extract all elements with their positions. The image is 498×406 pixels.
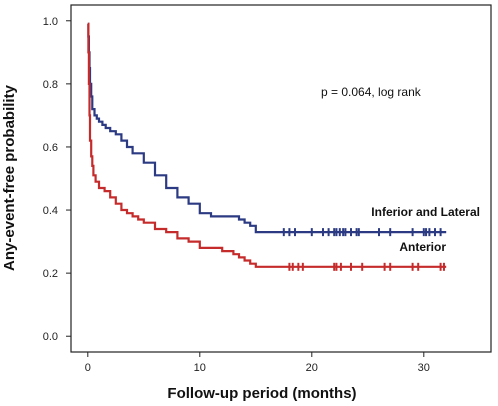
series-layer — [87, 22, 447, 271]
series-label-inferior-lateral: Inferior and Lateral — [371, 205, 480, 219]
x-axis-title: Follow-up period (months) — [167, 385, 356, 402]
x-tick-label: 0 — [85, 362, 91, 374]
y-tick-label: 0.2 — [43, 268, 58, 280]
series-label-anterior: Anterior — [399, 240, 446, 254]
plot-frame — [70, 4, 492, 353]
y-tick-label: 0.6 — [43, 142, 58, 154]
y-tick-label: 0.8 — [43, 79, 58, 91]
y-tick-label: 1.0 — [43, 16, 58, 28]
series-line-0 — [87, 22, 447, 234]
series-line-1 — [87, 22, 447, 268]
x-tick-label: 10 — [194, 362, 206, 374]
p-value-annotation: p = 0.064, log rank — [321, 85, 422, 99]
y-tick-label: 0.0 — [43, 331, 58, 343]
y-tick-label: 0.4 — [43, 205, 58, 217]
y-axis-title: Any-event-free probability — [1, 84, 18, 271]
x-tick-label: 20 — [306, 362, 318, 374]
x-axis: 0 10 20 30 — [85, 352, 430, 374]
y-axis: 0.0 0.2 0.4 0.6 0.8 1.0 — [43, 16, 71, 343]
x-tick-label: 30 — [418, 362, 430, 374]
